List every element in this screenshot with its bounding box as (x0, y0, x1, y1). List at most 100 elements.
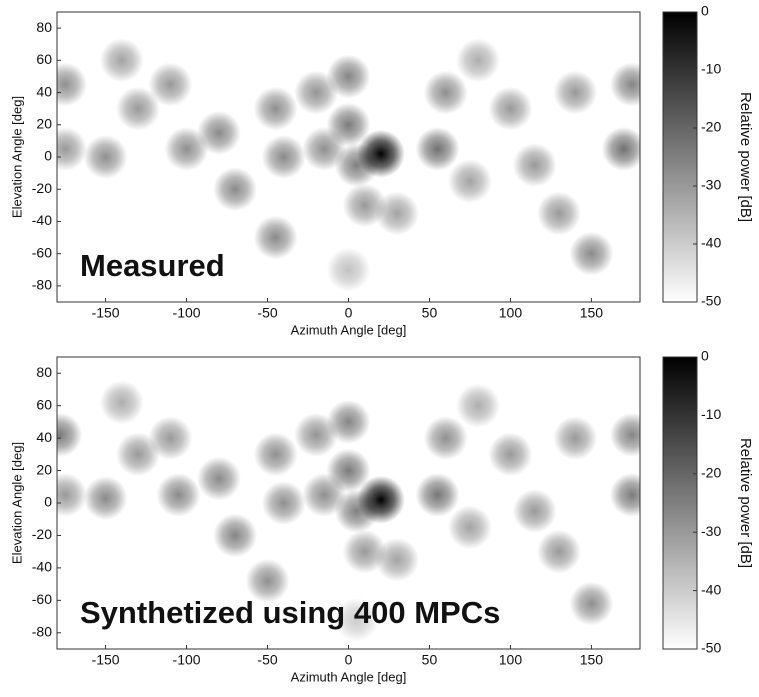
y-tick-label: 0 (44, 148, 52, 164)
x-tick-label: 0 (345, 305, 353, 321)
power-blob (326, 102, 371, 147)
colorbar-tick-label: -10 (701, 406, 721, 422)
power-blob (415, 126, 460, 171)
colorbar-tick-label: -50 (701, 293, 721, 309)
y-tick-label: -60 (32, 591, 52, 607)
x-tick-label: -150 (92, 305, 120, 321)
power-blob (601, 126, 640, 171)
power-blob (253, 86, 298, 131)
colorbar-tick-label: 0 (701, 348, 709, 364)
x-tick-label: -50 (257, 652, 277, 668)
power-blob (334, 143, 379, 188)
x-tick-label: 50 (422, 652, 438, 668)
power-blob (196, 110, 241, 155)
power-blob (512, 489, 557, 534)
colorbar-tick-label: 0 (701, 3, 709, 19)
power-blob (253, 215, 298, 260)
power-blob (245, 558, 290, 603)
power-blob (456, 383, 501, 428)
heatmap (57, 380, 640, 642)
power-blob (261, 135, 306, 179)
colorbar-tick-label: -30 (701, 523, 721, 539)
power-blob (253, 432, 298, 477)
colorbar-tick-label: -20 (701, 119, 721, 135)
x-tick-label: 150 (580, 652, 604, 668)
y-tick-label: 60 (36, 51, 52, 67)
power-blob (447, 505, 492, 550)
power-blob (83, 476, 128, 521)
x-tick-label: 100 (499, 652, 523, 668)
x-tick-label: -100 (173, 652, 201, 668)
power-blob (326, 247, 371, 292)
power-blob (375, 537, 420, 582)
colorbar-tick-label: -10 (701, 61, 721, 77)
power-blob (512, 143, 557, 188)
y-tick-label: -40 (32, 212, 52, 228)
power-blob (334, 597, 379, 642)
power-blob (537, 191, 582, 236)
y-tick-label: -80 (32, 277, 52, 293)
power-blob (57, 126, 88, 171)
x-tick-label: -100 (173, 305, 201, 321)
y-tick-label: 80 (36, 364, 52, 380)
colorbar (662, 356, 698, 650)
y-tick-label: 40 (36, 83, 52, 99)
colorbar-tick-label: -40 (701, 581, 721, 597)
y-axis-label: Elevation Angle [deg] (9, 96, 24, 218)
power-blob (423, 70, 468, 115)
x-tick-label: 150 (580, 305, 604, 321)
x-tick-label: -50 (257, 305, 277, 321)
power-blob (115, 86, 160, 131)
x-axis-label: Azimuth Angle [deg] (291, 669, 407, 684)
y-tick-label: -20 (32, 180, 52, 196)
y-tick-label: 20 (36, 461, 52, 477)
annotation: Measured (80, 248, 225, 283)
power-blob (148, 62, 193, 107)
y-axis-label: Elevation Angle [deg] (9, 442, 24, 564)
power-blob (447, 159, 492, 204)
power-blob (553, 70, 598, 115)
power-blob (57, 62, 88, 107)
power-blob (326, 54, 371, 99)
power-blob (334, 489, 379, 534)
y-tick-label: 40 (36, 429, 52, 445)
colorbar-label: Relative power [dB] (737, 92, 754, 222)
heatmap (57, 38, 640, 292)
power-blob (57, 472, 88, 517)
power-blob (99, 380, 144, 425)
y-tick-label: 60 (36, 396, 52, 412)
y-tick-label: -40 (32, 559, 52, 575)
power-blob (196, 456, 241, 501)
power-blob (375, 191, 420, 236)
power-blob (213, 167, 258, 212)
annotation: Synthetized using 400 MPCs (80, 595, 500, 630)
colorbar-tick-label: -30 (701, 177, 721, 193)
power-blob (57, 412, 83, 457)
y-tick-label: 20 (36, 115, 52, 131)
x-axis-label: Azimuth Angle [deg] (291, 322, 407, 337)
power-blob (83, 135, 128, 179)
power-blob (326, 448, 371, 493)
power-blob (488, 86, 533, 131)
x-tick-label: 100 (499, 305, 523, 321)
power-blob (213, 513, 258, 558)
power-blob (456, 38, 501, 83)
colorbar-tick-label: -50 (701, 640, 721, 656)
colorbar (662, 11, 698, 303)
colorbar-tick-label: -40 (701, 235, 721, 251)
power-blob (569, 581, 614, 626)
power-blob (553, 416, 598, 461)
y-tick-label: 80 (36, 19, 52, 35)
power-blob (261, 481, 306, 525)
power-blob (537, 529, 582, 574)
power-blob (488, 432, 533, 477)
y-tick-label: 0 (44, 494, 52, 510)
x-tick-label: -150 (92, 652, 120, 668)
power-blob (609, 412, 640, 457)
power-blob (99, 38, 144, 83)
power-blob (326, 399, 371, 444)
colorbar-tick-label: -20 (701, 465, 721, 481)
power-blob (148, 416, 193, 461)
power-blob (115, 432, 160, 477)
